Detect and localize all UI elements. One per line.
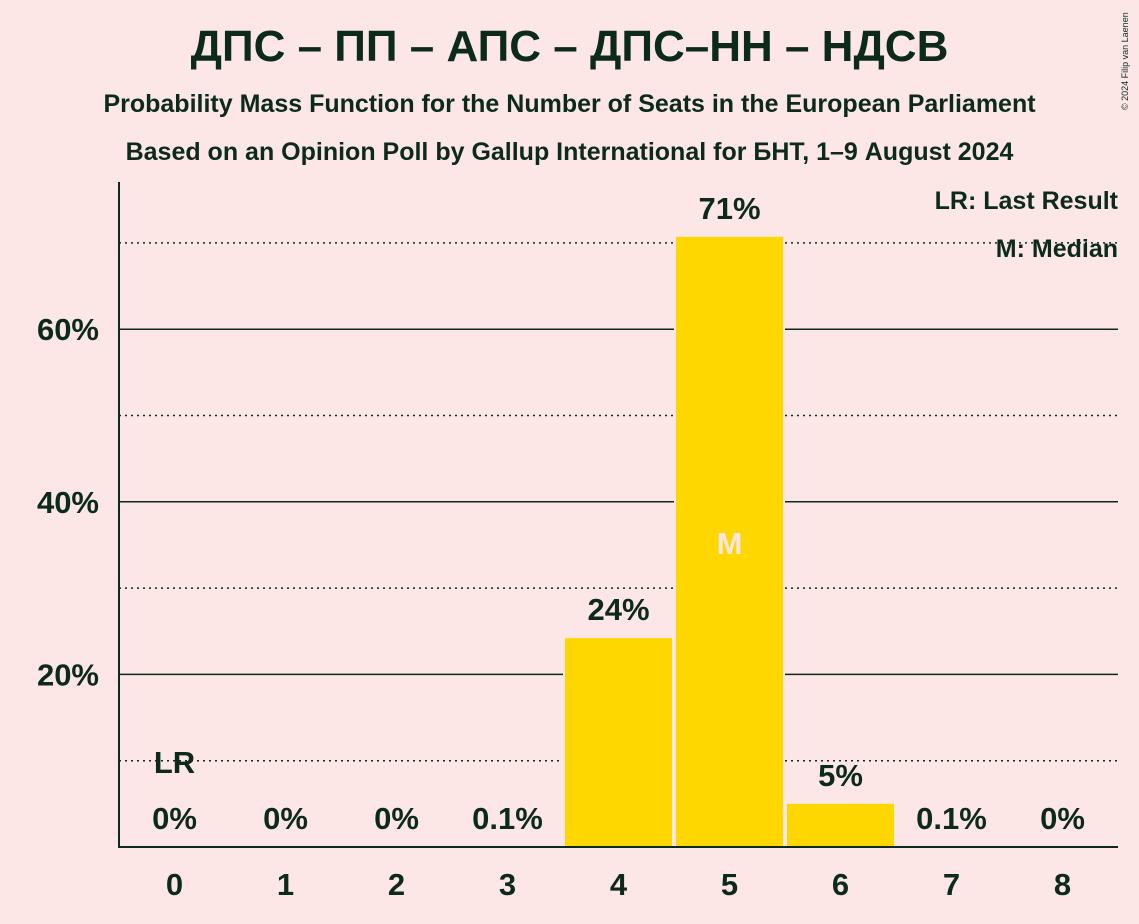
x-tick-label: 8 [1054,867,1071,902]
x-tick-label: 2 [388,867,405,902]
data-label: 0.1% [472,801,543,836]
bar [676,236,783,847]
data-label: 5% [818,758,863,793]
legend-last-result: LR: Last Result [935,187,1119,215]
last-result-marker: LR [154,745,195,780]
bars [563,235,896,847]
data-label: 24% [587,592,649,627]
y-tick-label: 40% [37,485,99,520]
chart-title: ДПС – ПП – АПС – ДПС–НН – НДСВ [190,22,949,71]
x-tick-label: 0 [166,867,183,902]
data-label: 71% [698,191,760,226]
y-tick-label: 20% [37,657,99,692]
bar [787,803,894,847]
axes: 20% 40% 60% 0 1 2 3 4 5 6 7 8 [37,182,1118,902]
chart-source: Based on an Opinion Poll by Gallup Inter… [125,138,1014,166]
x-tick-label: 4 [610,867,628,902]
legend-median: M: Median [996,235,1118,263]
data-label: 0% [263,801,308,836]
bar [565,638,672,847]
x-tick-label: 7 [943,867,960,902]
x-tick-label: 6 [832,867,849,902]
data-label: 0% [1040,801,1085,836]
x-tick-label: 5 [721,867,738,902]
x-tick-label: 3 [499,867,516,902]
data-label: 0% [374,801,419,836]
y-tick-label: 60% [37,312,99,347]
chart-subtitle: Probability Mass Function for the Number… [103,90,1036,118]
x-tick-label: 1 [277,867,294,902]
data-labels: 0% LR 0% 0% 0.1% 24% 71% M 5% 0.1% 0% [152,191,1085,836]
median-marker: M [717,526,743,561]
data-label: 0% [152,801,197,836]
data-label: 0.1% [916,801,987,836]
legend: LR: Last Result M: Median [935,187,1119,263]
